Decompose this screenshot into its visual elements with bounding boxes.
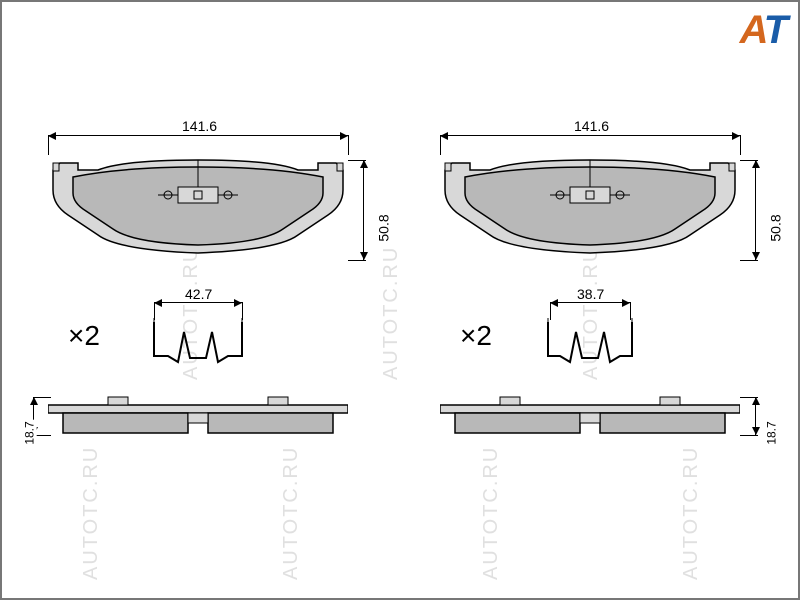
clip-left — [150, 318, 246, 373]
ext-line — [740, 397, 758, 398]
height-label-right: 50.8 — [768, 212, 784, 243]
side-profile-left — [48, 395, 348, 442]
ext-line — [348, 260, 366, 261]
ext-line — [740, 160, 758, 161]
logo-letter-a: A — [740, 8, 764, 52]
width-label-right: 141.6 — [572, 118, 611, 134]
side-profile-right — [440, 395, 740, 442]
logo-letter-t: T — [764, 8, 786, 52]
dim-line-width-left — [48, 135, 348, 136]
ext-line — [740, 260, 758, 261]
dim-line-width-right — [440, 135, 740, 136]
ext-line — [348, 160, 366, 161]
brake-pad-left — [48, 155, 348, 260]
ext-line — [440, 135, 441, 155]
profile-label-right: 18.7 — [765, 419, 779, 446]
dim-line-clip-right — [550, 302, 630, 303]
dim-line-height-right — [755, 160, 756, 260]
clip-right — [544, 318, 636, 373]
qty-label-right: ×2 — [460, 320, 492, 352]
width-label-left: 141.6 — [180, 118, 219, 134]
height-label-left: 50.8 — [376, 212, 392, 243]
logo: AT — [740, 8, 786, 53]
clip-label-right: 38.7 — [575, 286, 606, 302]
ext-line — [740, 435, 758, 436]
dim-line-clip-left — [154, 302, 242, 303]
ext-line — [33, 397, 51, 398]
dim-line-profile-right — [755, 397, 756, 435]
frame-border — [0, 0, 800, 600]
ext-line — [348, 135, 349, 155]
dim-line-height-left — [363, 160, 364, 260]
ext-line — [48, 135, 49, 155]
ext-line — [740, 135, 741, 155]
clip-label-left: 42.7 — [183, 286, 214, 302]
qty-label-left: ×2 — [68, 320, 100, 352]
brake-pad-right — [440, 155, 740, 260]
profile-label-left: 18.7 — [23, 419, 37, 446]
